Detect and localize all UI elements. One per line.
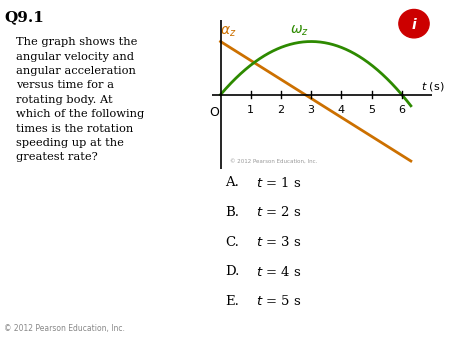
Text: $\alpha_z$: $\alpha_z$ (220, 25, 236, 40)
Text: $t$ = 2 s: $t$ = 2 s (256, 205, 302, 219)
Text: 2: 2 (277, 105, 284, 115)
Text: D.: D. (225, 265, 239, 278)
Text: © 2012 Pearson Education, Inc.: © 2012 Pearson Education, Inc. (4, 324, 126, 333)
Text: A.: A. (225, 176, 239, 189)
Text: $t$ = 1 s: $t$ = 1 s (256, 175, 302, 190)
Text: Q9.1: Q9.1 (4, 10, 45, 24)
Text: 5: 5 (368, 105, 375, 115)
Text: C.: C. (225, 236, 239, 248)
Text: $t$ = 4 s: $t$ = 4 s (256, 265, 302, 279)
Text: $t$ (s): $t$ (s) (422, 79, 445, 93)
Text: 6: 6 (398, 105, 405, 115)
Text: 4: 4 (338, 105, 345, 115)
Circle shape (399, 9, 429, 38)
Text: E.: E. (225, 295, 239, 308)
Text: B.: B. (225, 206, 239, 219)
Text: $t$ = 3 s: $t$ = 3 s (256, 235, 302, 249)
Text: © 2012 Pearson Education, Inc.: © 2012 Pearson Education, Inc. (230, 159, 317, 163)
Text: 3: 3 (308, 105, 315, 115)
Text: $\omega_z$: $\omega_z$ (290, 23, 309, 38)
Text: The graph shows the
angular velocity and
angular acceleration
versus time for a
: The graph shows the angular velocity and… (16, 37, 144, 162)
Text: 1: 1 (247, 105, 254, 115)
Text: i: i (412, 18, 416, 32)
Text: O: O (209, 106, 219, 119)
Text: $t$ = 5 s: $t$ = 5 s (256, 294, 302, 309)
